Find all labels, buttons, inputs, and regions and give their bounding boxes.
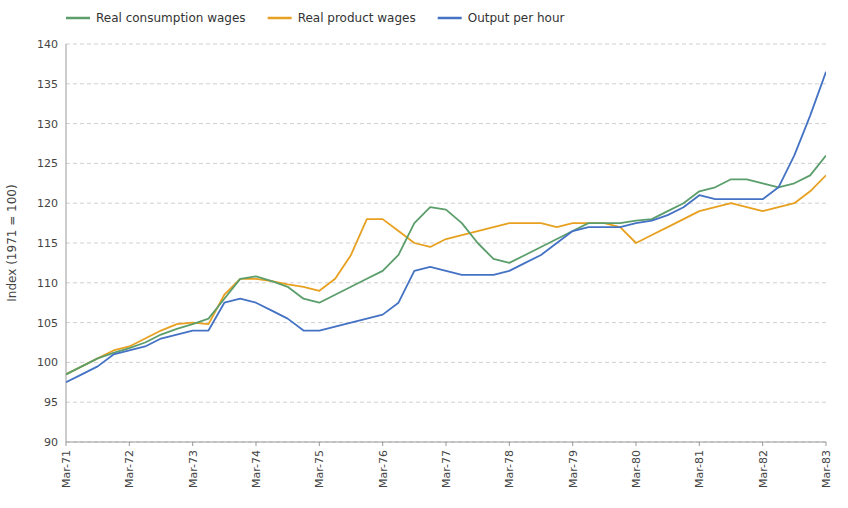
legend-swatch	[268, 17, 292, 20]
legend-label: Real product wages	[298, 11, 416, 25]
x-tick	[509, 442, 510, 446]
grid	[66, 44, 826, 442]
x-tick-label: Mar-83	[820, 450, 833, 488]
grid-line	[66, 203, 826, 204]
grid-line	[66, 163, 826, 164]
y-tick-label: 90	[44, 436, 58, 449]
y-tick-label: 95	[44, 396, 58, 409]
legend-swatch	[438, 17, 462, 20]
grid-line	[66, 243, 826, 244]
grid-line	[66, 123, 826, 124]
y-tick-label: 125	[37, 157, 58, 170]
y-tick-label: 120	[37, 197, 58, 210]
x-tick	[699, 442, 700, 446]
x-tick	[572, 442, 573, 446]
x-tick	[446, 442, 447, 446]
x-tick-label: Mar-81	[693, 450, 706, 488]
x-tick	[636, 442, 637, 446]
y-tick-label: 100	[37, 356, 58, 369]
x-tick-label: Mar-72	[123, 450, 136, 488]
y-tick-label: 105	[37, 317, 58, 330]
x-tick	[192, 442, 193, 446]
x-tick-label: Mar-78	[503, 450, 516, 488]
grid-line	[66, 282, 826, 283]
grid-line	[66, 83, 826, 84]
chart: 90 95 100 105 110 115 120 125 130 135 140 Mar-71 Mar…	[0, 0, 848, 508]
y-tick-label: 140	[37, 38, 58, 51]
x-tick-label: Mar-73	[187, 450, 200, 488]
x-tick	[826, 442, 827, 446]
legend-label: Real consumption wages	[96, 11, 246, 25]
legend-swatch	[66, 17, 90, 20]
x-tick-label: Mar-80	[630, 450, 643, 488]
x-tick	[256, 442, 257, 446]
y-tick-label: 115	[37, 237, 58, 250]
grid-line	[66, 44, 826, 45]
x-tick-label: Mar-74	[250, 450, 263, 488]
y-tick-label: 130	[37, 118, 58, 131]
x-tick	[382, 442, 383, 446]
lines	[66, 72, 826, 382]
x-tick-label: Mar-77	[440, 450, 453, 488]
y-tick-label: 110	[37, 277, 58, 290]
y-tick-label: 135	[37, 78, 58, 91]
legend: Real consumption wages Real product wages…	[66, 11, 565, 25]
x-tick-label: Mar-75	[313, 450, 326, 488]
grid-line	[66, 362, 826, 363]
grid-line	[66, 322, 826, 323]
x-tick-label: Mar-76	[377, 450, 390, 488]
legend-label: Output per hour	[468, 11, 565, 25]
series-line	[66, 72, 826, 382]
x-tick	[66, 442, 67, 446]
y-axis-label: Index (1971 = 100)	[5, 184, 19, 301]
x-tick	[319, 442, 320, 446]
axes: 90 95 100 105 110 115 120 125 130 135 140 Mar-71 Mar…	[37, 38, 833, 488]
x-tick	[762, 442, 763, 446]
x-tick-label: Mar-79	[567, 450, 580, 488]
x-tick-label: Mar-82	[757, 450, 770, 488]
series-line	[66, 155, 826, 374]
x-tick	[129, 442, 130, 446]
series-line	[66, 175, 826, 374]
grid-line	[66, 402, 826, 403]
x-tick-label: Mar-71	[60, 450, 73, 488]
